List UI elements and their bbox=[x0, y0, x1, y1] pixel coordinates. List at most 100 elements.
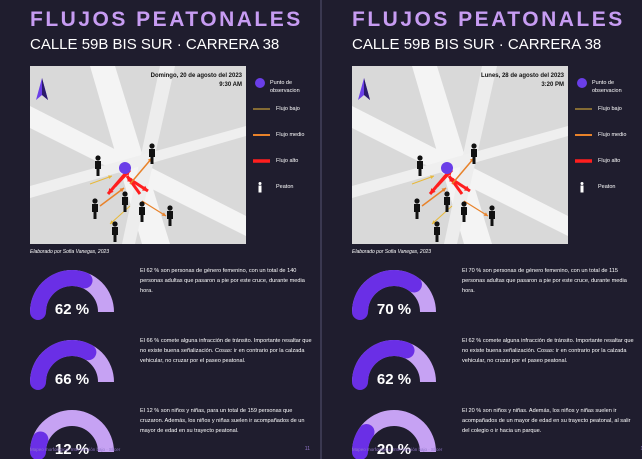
street bbox=[90, 66, 170, 244]
gauge bbox=[30, 410, 114, 459]
pedestrian bbox=[471, 149, 477, 164]
gauge-label: 62 % bbox=[376, 371, 412, 388]
pedestrian bbox=[112, 227, 118, 242]
legend-label: Punto de observacion bbox=[592, 80, 622, 94]
gauge bbox=[352, 270, 436, 320]
map-time-text: 3:20 PM bbox=[541, 82, 564, 88]
pedestrian-icon bbox=[580, 182, 584, 185]
street bbox=[352, 126, 568, 198]
compass bbox=[364, 78, 370, 100]
map-date: Domingo, 20 de agosto del 2023 9:30 AM bbox=[151, 72, 242, 90]
street bbox=[30, 126, 246, 198]
flow-arrow bbox=[451, 157, 475, 185]
gauge-label: 20 % bbox=[376, 441, 412, 458]
flow-arrow-head bbox=[108, 188, 114, 194]
page: FLUJOS PEATONALES CALLE 59B BIS SUR · CAR… bbox=[322, 0, 642, 459]
flow-arrow-head bbox=[430, 175, 434, 180]
page-title: FLUJOS PEATONALES bbox=[352, 8, 625, 31]
legend-icon bbox=[575, 108, 592, 110]
legend-label: Peaton bbox=[276, 184, 294, 190]
pedestrian bbox=[149, 149, 155, 164]
pedestrian-icon bbox=[580, 185, 584, 193]
pedestrian bbox=[149, 143, 155, 149]
gauge-label: 66 % bbox=[54, 371, 90, 388]
pedestrian bbox=[444, 197, 450, 212]
page-divider bbox=[320, 0, 322, 459]
map-date: Lunes, 28 de agosto del 2023 3:20 PM bbox=[481, 72, 564, 90]
flow-arrow bbox=[463, 200, 489, 217]
flow-arrow-head bbox=[449, 176, 455, 182]
pedestrian bbox=[414, 198, 420, 204]
pedestrian bbox=[122, 197, 128, 212]
map: Domingo, 20 de agosto del 2023 9:30 AM bbox=[30, 66, 246, 244]
legend-icon bbox=[258, 182, 262, 193]
gauge-value bbox=[352, 270, 422, 320]
gauge-label: 62 % bbox=[54, 301, 90, 318]
pedestrian bbox=[461, 201, 467, 207]
legend-icon bbox=[253, 108, 270, 110]
legend-label: Peaton bbox=[598, 184, 616, 190]
page: FLUJOS PEATONALES CALLE 59B BIS SUR · CAR… bbox=[0, 0, 320, 459]
map-date-text: Domingo, 20 de agosto del 2023 bbox=[150, 73, 242, 79]
gauge-value bbox=[352, 424, 375, 459]
gauge bbox=[30, 270, 114, 320]
pedestrian bbox=[414, 204, 420, 219]
pedestrian bbox=[167, 205, 173, 211]
legend-icon bbox=[575, 159, 592, 163]
flow-arrow bbox=[141, 200, 167, 217]
flow-arrow bbox=[129, 157, 153, 185]
observation-point-icon bbox=[577, 78, 587, 88]
pedestrian bbox=[489, 211, 495, 226]
stat-text: El 66 % comete alguna infracción de trán… bbox=[140, 338, 312, 364]
map-date-text: Lunes, 28 de agosto del 2023 bbox=[480, 73, 564, 79]
pedestrian bbox=[139, 207, 145, 222]
stat-text: El 12 % son niños y niñas, para un total… bbox=[140, 408, 305, 434]
pedestrian bbox=[167, 211, 173, 226]
legend-icon bbox=[577, 78, 587, 88]
gauge bbox=[30, 340, 114, 390]
legend-label: Flujo medio bbox=[276, 132, 305, 138]
map-drawing bbox=[30, 66, 246, 244]
flow-arrow bbox=[89, 175, 113, 185]
pedestrian bbox=[434, 221, 440, 227]
pedestrian bbox=[417, 155, 423, 161]
legend-icon bbox=[575, 134, 592, 136]
legend-icon bbox=[580, 182, 584, 193]
flow-arrow-head bbox=[108, 175, 112, 180]
observation-point bbox=[119, 162, 131, 174]
gauge-value bbox=[352, 340, 415, 390]
map-credit: Elaborado por Sofia Vanegas, 2023 bbox=[352, 249, 432, 255]
flow-arrow-head bbox=[119, 188, 124, 193]
flow-arrow-head bbox=[464, 185, 470, 191]
legend-label: Punto de observacion bbox=[270, 80, 300, 94]
page-number: 11 bbox=[304, 446, 310, 452]
pedestrian-icon bbox=[258, 182, 262, 185]
gauge-label: 70 % bbox=[376, 301, 412, 318]
pedestrian bbox=[92, 198, 98, 204]
page-subtitle: CALLE 59B BIS SUR · CARRERA 38 bbox=[30, 36, 280, 53]
legend-label: Flujo alto bbox=[598, 158, 621, 164]
stat-text: El 62 % comete alguna infracción de trán… bbox=[462, 338, 634, 364]
page-title: FLUJOS PEATONALES bbox=[30, 8, 303, 31]
street bbox=[412, 66, 492, 244]
pedestrian bbox=[444, 191, 450, 197]
legend-label: Flujo medio bbox=[598, 132, 627, 138]
pedestrian bbox=[461, 207, 467, 222]
stat-text: El 70 % son personas de género femenino,… bbox=[462, 268, 627, 294]
page-subtitle: CALLE 59B BIS SUR · CARRERA 38 bbox=[352, 36, 602, 53]
footer: Mapeo morfológico: Intervención bajo · S… bbox=[30, 447, 121, 452]
pedestrian bbox=[489, 205, 495, 211]
legend-label: Flujo bajo bbox=[276, 106, 300, 112]
pedestrian bbox=[112, 221, 118, 227]
flow-arrow-head bbox=[127, 176, 133, 182]
pedestrian bbox=[92, 204, 98, 219]
pedestrian-icon bbox=[258, 185, 262, 193]
gauge-value bbox=[30, 431, 49, 459]
gauge-value bbox=[30, 270, 93, 320]
stat-text: El 62 % son personas de género femenino,… bbox=[140, 268, 305, 294]
gauge bbox=[352, 340, 436, 390]
legend-label: Flujo alto bbox=[276, 158, 299, 164]
pedestrian bbox=[139, 201, 145, 207]
map-drawing bbox=[352, 66, 568, 244]
flow-arrow-head bbox=[441, 188, 446, 193]
